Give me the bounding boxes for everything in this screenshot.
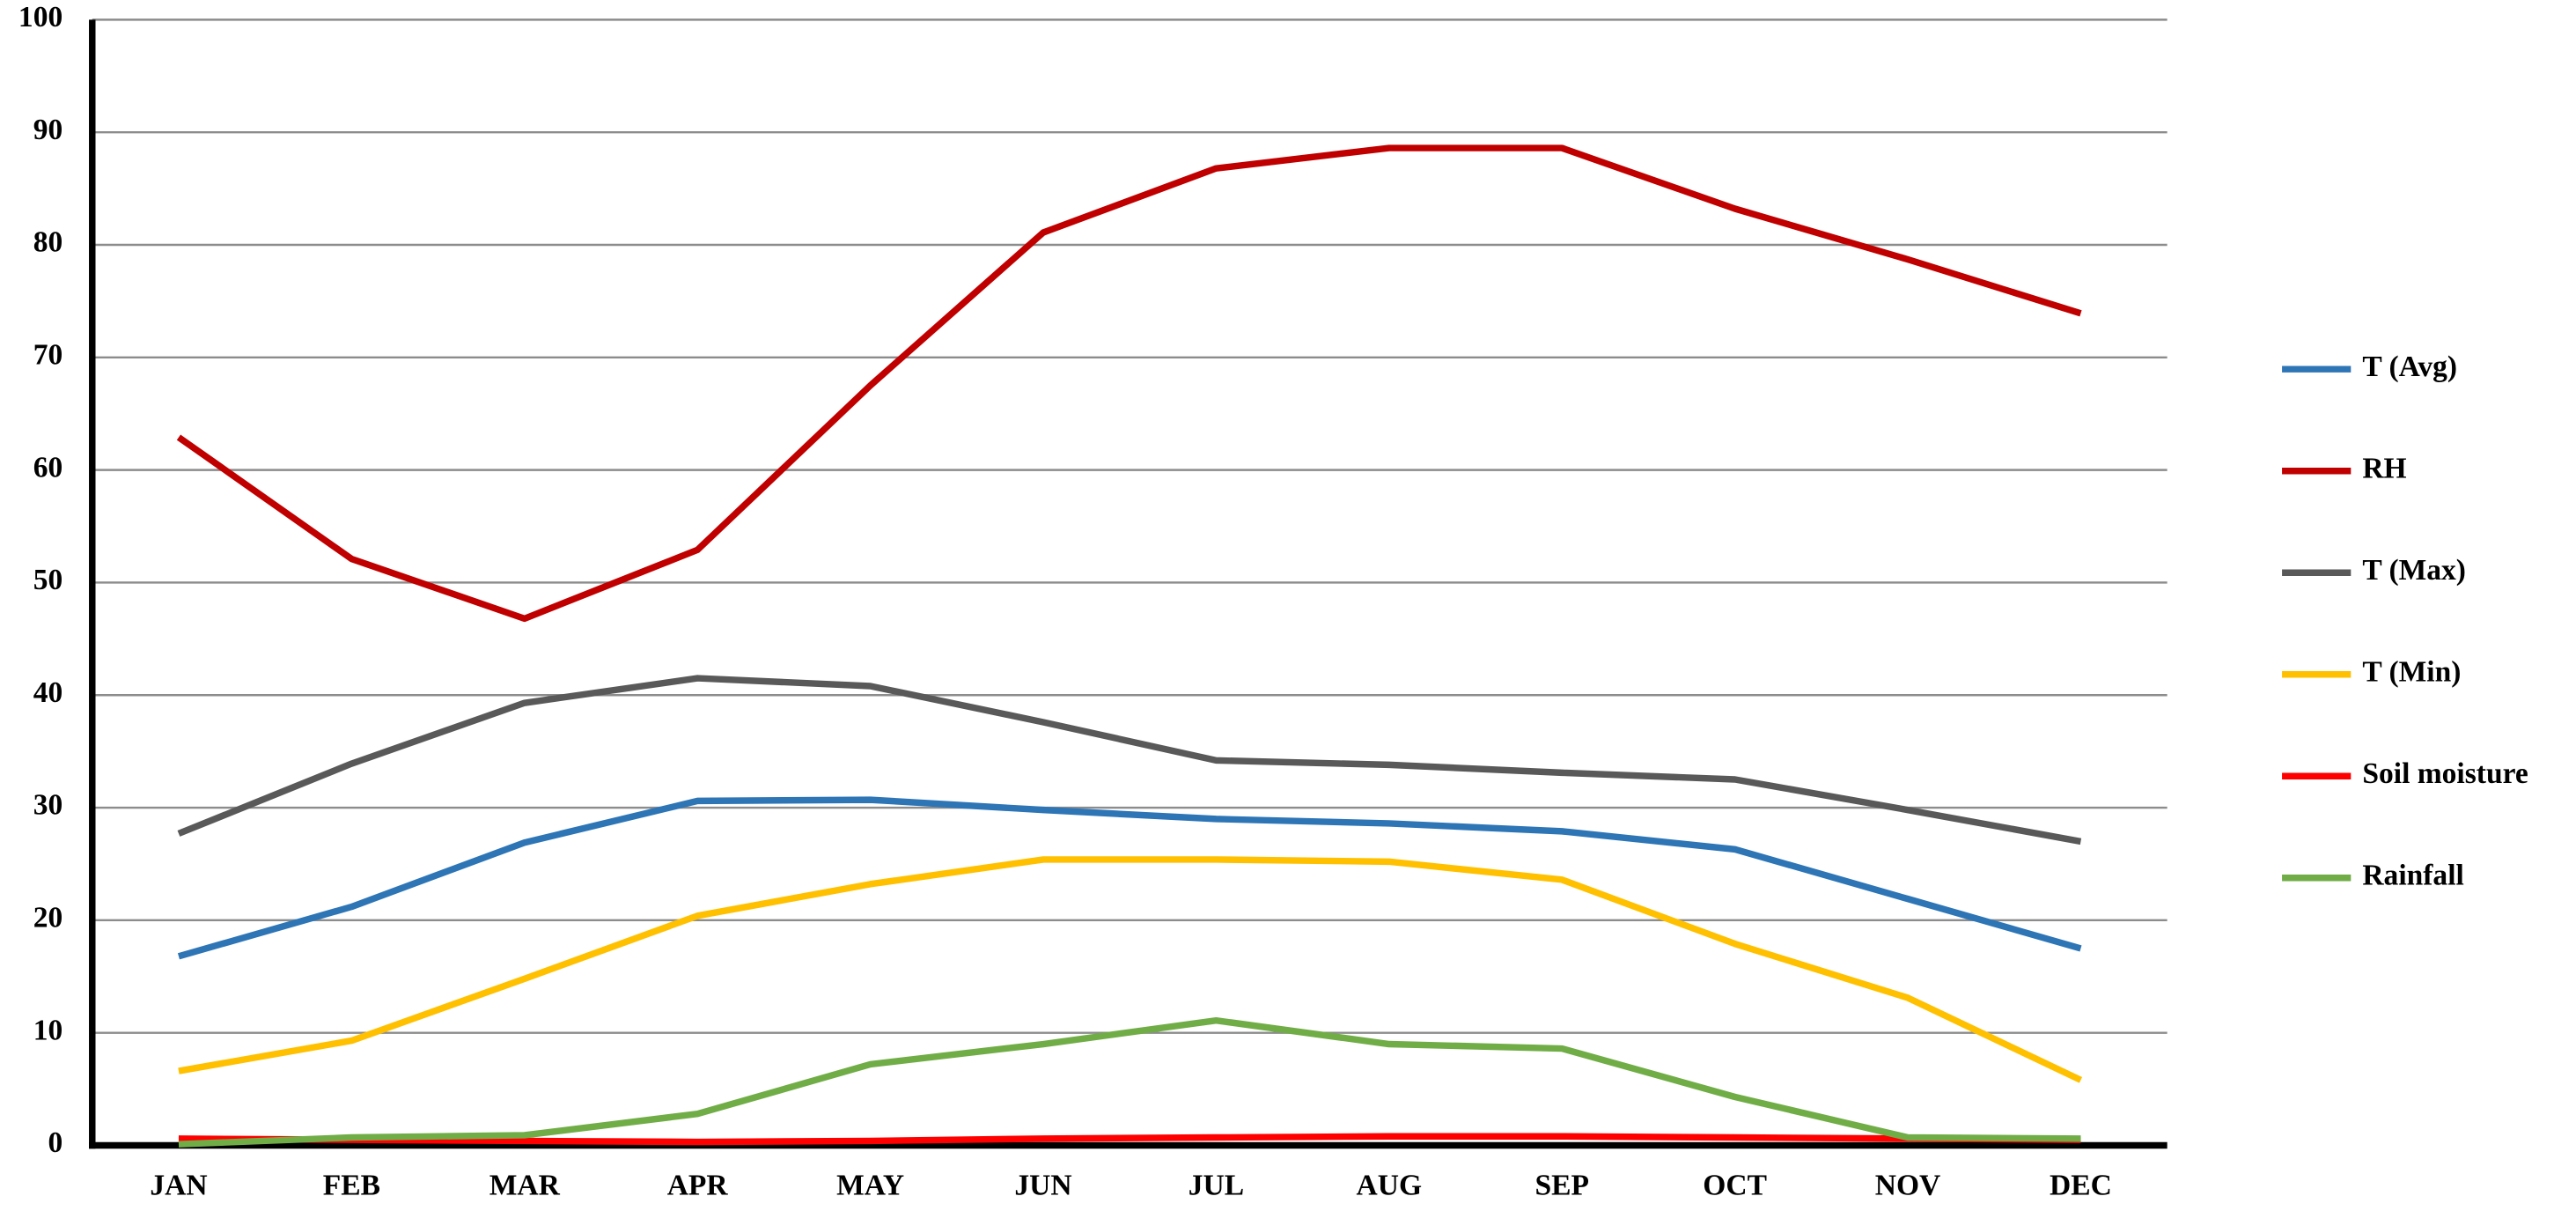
y-tick-label: 70 — [33, 338, 63, 371]
x-tick-label: SEP — [1535, 1170, 1588, 1202]
x-tick-label: NOV — [1875, 1170, 1940, 1202]
y-tick-label: 60 — [33, 451, 63, 484]
x-tick-label: MAR — [489, 1170, 561, 1202]
y-tick-label: 50 — [33, 564, 63, 596]
x-tick-label: APR — [667, 1170, 729, 1202]
y-tick-label: 40 — [33, 676, 63, 709]
x-tick-label: MAY — [836, 1170, 904, 1202]
series-line — [178, 1016, 2081, 1148]
series-line — [177, 796, 2082, 960]
series-line — [176, 144, 2082, 623]
legend-label: Rainfall — [2362, 859, 2463, 891]
y-tick-label: 0 — [48, 1126, 63, 1159]
y-tick-label: 90 — [33, 114, 63, 146]
legend-label: RH — [2362, 452, 2406, 484]
series-line — [178, 856, 2083, 1083]
legend-label: T (Avg) — [2362, 351, 2457, 383]
x-tick-label: FEB — [323, 1170, 380, 1202]
legend-label: T (Max) — [2362, 554, 2466, 587]
x-tick-label: DEC — [2050, 1170, 2112, 1202]
x-tick-label: JUL — [1189, 1170, 1244, 1202]
y-tick-label: 80 — [33, 226, 63, 259]
x-tick-label: JAN — [150, 1170, 207, 1202]
series-line — [178, 1133, 2081, 1146]
y-tick-label: 20 — [33, 902, 63, 934]
x-tick-label: OCT — [1703, 1170, 1767, 1202]
legend-label: Soil moisture — [2362, 757, 2528, 790]
series-line — [177, 675, 2082, 845]
y-tick-label: 10 — [33, 1014, 63, 1046]
y-tick-label: 30 — [33, 789, 63, 822]
y-tick-label: 100 — [18, 1, 63, 33]
x-tick-label: AUG — [1357, 1170, 1422, 1202]
legend-label: T (Min) — [2362, 655, 2461, 688]
x-tick-label: JUN — [1014, 1170, 1071, 1202]
